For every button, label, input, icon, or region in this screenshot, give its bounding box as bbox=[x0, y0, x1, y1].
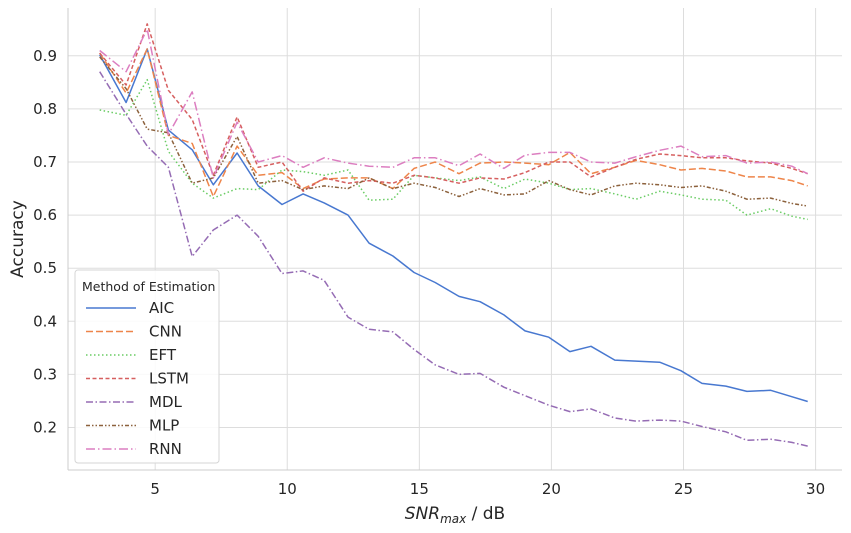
series-line-aic bbox=[99, 48, 808, 403]
x-tick-label: 10 bbox=[278, 480, 297, 498]
legend-label-aic: AIC bbox=[149, 299, 174, 317]
y-tick-label: 0.3 bbox=[33, 365, 57, 383]
y-tick-label: 0.6 bbox=[33, 206, 57, 224]
y-tick-label: 0.7 bbox=[33, 153, 57, 171]
legend-label-eft: EFT bbox=[149, 346, 177, 364]
x-tick-label: 15 bbox=[410, 480, 429, 498]
series-line-lstm bbox=[99, 23, 808, 192]
grid bbox=[68, 8, 842, 470]
x-tick-label: 25 bbox=[674, 480, 693, 498]
legend-label-cnn: CNN bbox=[149, 323, 182, 341]
legend-label-rnn: RNN bbox=[149, 440, 182, 458]
axis-spines bbox=[67, 8, 842, 471]
series-line-cnn bbox=[99, 48, 808, 198]
legend-label-lstm: LSTM bbox=[149, 370, 189, 388]
legend-title: Method of Estimation bbox=[82, 279, 215, 294]
legend-items: AIC CNN EFT LSTM MDL MLP RNN bbox=[86, 299, 189, 458]
y-tick-label: 0.8 bbox=[33, 100, 57, 118]
x-tick-labels: 5 10 15 20 25 30 bbox=[150, 480, 825, 498]
x-tick-label: 30 bbox=[806, 480, 825, 498]
y-tick-label: 0.9 bbox=[33, 47, 57, 65]
x-axis-label: SNRmax / dB bbox=[405, 504, 505, 526]
y-tick-labels: 0.2 0.3 0.4 0.5 0.6 0.7 0.8 0.9 bbox=[33, 47, 57, 437]
legend-label-mdl: MDL bbox=[149, 393, 182, 411]
y-tick-label: 0.5 bbox=[33, 259, 57, 277]
series-line-eft bbox=[99, 78, 808, 221]
x-tick-label: 20 bbox=[542, 480, 561, 498]
series-line-mdl bbox=[99, 71, 808, 447]
series-line-mlp bbox=[99, 56, 808, 207]
legend: Method of Estimation AIC CNN EFT LSTM MDL MLP… bbox=[74, 269, 220, 464]
y-tick-label: 0.4 bbox=[33, 312, 57, 330]
legend-box bbox=[74, 269, 220, 464]
y-tick-label: 0.2 bbox=[33, 419, 57, 437]
legend-label-mlp: MLP bbox=[149, 417, 179, 435]
x-tick-label: 5 bbox=[150, 480, 160, 498]
series-lines bbox=[99, 23, 809, 447]
y-axis-label: Accuracy bbox=[8, 200, 28, 278]
series-line-rnn bbox=[99, 28, 809, 179]
